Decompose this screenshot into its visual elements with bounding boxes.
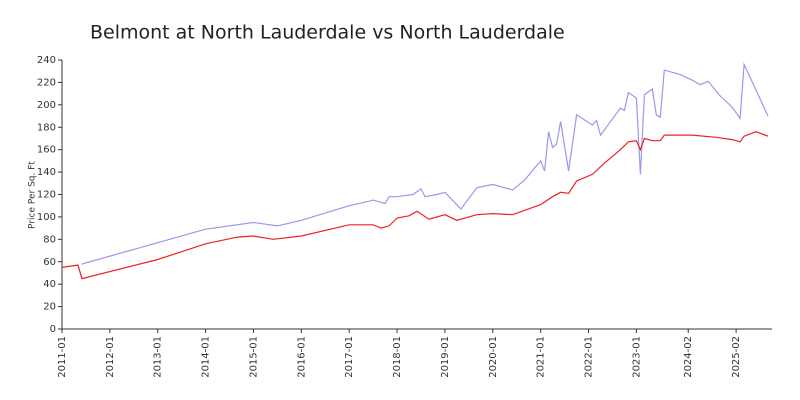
x-tick-label: 2025-02 [731,336,742,378]
y-tick-label: 140 [37,167,56,178]
x-tick-label: 2015-01 [248,336,259,378]
chart-title: Belmont at North Lauderdale vs North Lau… [90,22,565,44]
x-tick-label: 2014-01 [201,336,212,378]
y-tick-label: 180 [37,122,56,133]
x-tick-label: 2018-01 [392,336,403,378]
y-tick-label: 220 [37,77,56,88]
x-tick-label: 2016-01 [296,336,307,378]
y-tick-label: 0 [50,324,56,335]
series-line [61,131,769,280]
x-tick-label: 2012-01 [105,336,116,378]
y-tick-label: 240 [37,55,56,66]
y-tick-label: 200 [37,100,56,111]
y-tick-label: 100 [37,212,56,223]
y-tick-label: 160 [37,145,56,156]
y-tick-label: 120 [37,190,56,201]
x-tick-label: 2022-01 [584,336,595,378]
x-tick-label: 2011-01 [57,336,68,378]
y-tick-label: 60 [43,257,56,268]
y-axis-label: Price Per Sq. Ft [28,161,38,229]
x-tick-label: 2013-01 [153,336,164,378]
y-tick-label: 40 [43,279,56,290]
series-line [81,62,769,265]
x-tick-label: 2019-01 [440,336,451,378]
x-tick-label: 2024-02 [683,336,694,378]
x-tick-label: 2021-01 [536,336,547,378]
x-tick-label: 2020-01 [488,336,499,378]
x-tick-label: 2023-01 [631,336,642,378]
y-tick-label: 80 [43,234,56,245]
y-tick-label: 20 [43,302,56,313]
x-tick-label: 2017-01 [344,336,355,378]
